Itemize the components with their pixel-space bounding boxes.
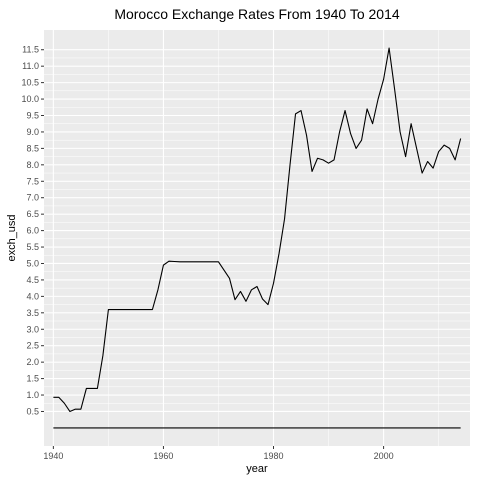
x-tick-label: 1980 [263, 451, 283, 461]
series-line-1 [53, 47, 462, 413]
plot-panel [44, 30, 470, 446]
y-tick-label: 6.5 [26, 209, 39, 219]
chart-title: Morocco Exchange Rates From 1940 To 2014 [114, 6, 400, 22]
y-tick-label: 8.0 [26, 160, 39, 170]
x-tick-label: 1960 [153, 451, 173, 461]
y-tick-label: 10.5 [21, 78, 39, 88]
y-tick-label: 9.0 [26, 127, 39, 137]
x-axis-title: year [246, 463, 268, 475]
x-tick-label: 1940 [43, 451, 63, 461]
y-tick-label: 7.0 [26, 193, 39, 203]
x-axis-ticks: 1940 1960 1980 2000 [43, 446, 394, 461]
y-tick-label: 7.5 [26, 176, 39, 186]
y-tick-label: 0.5 [26, 406, 39, 416]
y-tick-label: 11.5 [22, 45, 39, 55]
series-lines [53, 47, 462, 429]
y-tick-label: 6.0 [26, 226, 39, 236]
y-tick-label: 5.0 [26, 258, 39, 268]
y-axis-ticks: 0.5 1.0 1.5 2.0 2.5 3.0 3.5 4.0 4.5 5.0 5.5 6.0 6.5 7… [21, 45, 44, 416]
x-tick-label: 2000 [374, 451, 394, 461]
y-axis-title: exch_usd [6, 214, 18, 261]
y-tick-label: 4.5 [26, 275, 39, 285]
y-tick-label: 10.0 [21, 94, 39, 104]
y-tick-label: 8.5 [26, 143, 39, 153]
y-tick-label: 2.0 [26, 357, 39, 367]
y-tick-label: 11.0 [22, 61, 39, 71]
y-tick-label: 1.5 [26, 374, 39, 384]
y-tick-label: 9.5 [26, 111, 39, 121]
y-tick-label: 3.0 [26, 324, 39, 334]
y-tick-label: 5.5 [26, 242, 39, 252]
y-tick-label: 2.5 [26, 341, 39, 351]
y-tick-label: 4.0 [26, 291, 39, 301]
y-tick-label: 1.0 [26, 390, 39, 400]
y-tick-label: 3.5 [26, 308, 39, 318]
gridlines [44, 30, 470, 446]
